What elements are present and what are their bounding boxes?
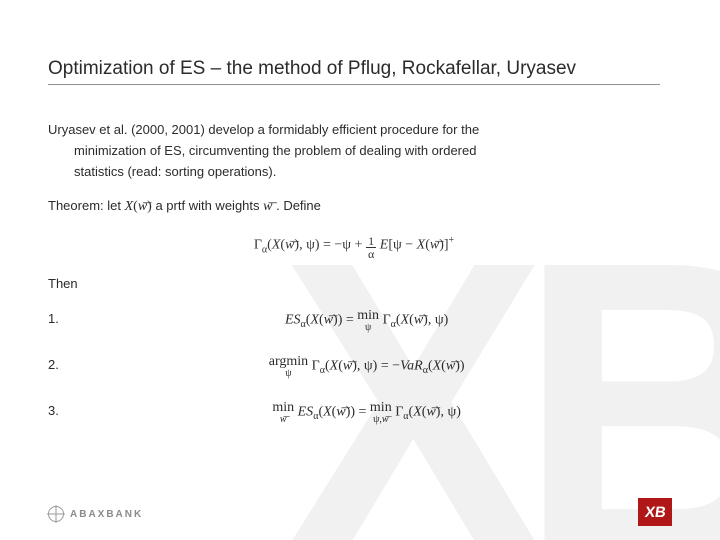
theorem-xw: X(w͞) [125,199,152,214]
para-line-2: minimization of ES, circumventing the pr… [48,143,476,158]
intro-paragraph: Uryasev et al. (2000, 2001) develop a fo… [48,120,660,182]
brand-name: ABAXBANK [70,509,143,520]
slide-body: Uryasev et al. (2000, 2001) develop a fo… [48,120,660,448]
slide: XB Optimization of ES – the method of Pf… [0,0,720,540]
item-2-number: 2. [48,355,72,376]
footer-logo: XB [638,498,672,526]
item-1-number: 1. [48,309,72,330]
footer-brand: ABAXBANK [48,506,143,522]
item-3-formula: minw͞ ESα(X(w͞)) = minψ,w͞ Γα(X(w͞), ψ) [76,401,658,425]
item-1: 1. ESα(X(w͞)) = minψ Γα(X(w͞), ψ) [48,309,660,333]
theorem-line: Theorem: let X(w͞) a prtf with weights w… [48,196,660,218]
brand-mark-icon [48,506,64,522]
item-2: 2. argminψ Γα(X(w͞), ψ) = −VaRα(X(w͞)) [48,355,660,379]
logo-text: XB [643,504,666,521]
then-label: Then [48,274,660,295]
theorem-w: w͞ [263,199,272,214]
item-1-formula: ESα(X(w͞)) = minψ Γα(X(w͞), ψ) [76,309,658,333]
para-line-3: statistics (read: sorting operations). [48,164,276,179]
item-3-number: 3. [48,401,72,422]
item-2-formula: argminψ Γα(X(w͞), ψ) = −VaRα(X(w͞)) [76,355,658,379]
para-line-1: Uryasev et al. (2000, 2001) develop a fo… [48,122,479,137]
item-3: 3. minw͞ ESα(X(w͞)) = minψ,w͞ Γα(X(w͞), … [48,401,660,425]
theorem-prefix: Theorem: let [48,198,125,213]
theorem-mid: a prtf with weights [155,198,263,213]
slide-title: Optimization of ES – the method of Pflug… [48,58,660,85]
gamma-definition: Γα(X(w͞), ψ) = −ψ + 1α E[ψ − X(w͞)]+ [48,233,660,261]
theorem-suffix: . Define [276,198,321,213]
